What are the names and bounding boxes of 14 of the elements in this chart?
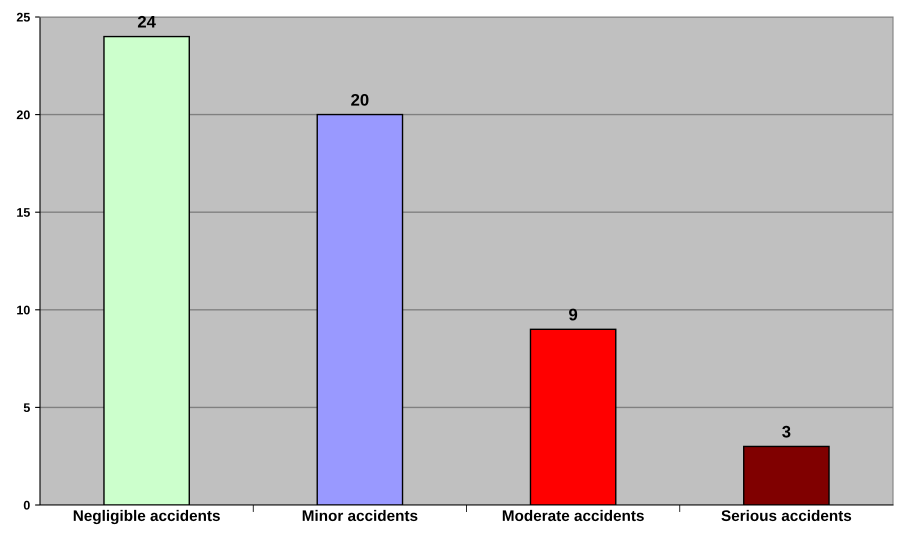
y-tick-label: 5	[24, 403, 30, 412]
data-label: 9	[569, 308, 578, 320]
x-tick-label: Negligible accidents	[74, 510, 220, 524]
data-label: 3	[782, 426, 790, 438]
x-tick-label: Moderate accidents	[502, 510, 644, 522]
y-tick-label: 15	[17, 208, 30, 217]
data-label: 24	[138, 16, 156, 28]
x-tick-label: Serious accidents	[721, 510, 852, 522]
data-label: 20	[351, 94, 368, 106]
y-tick-label: 25	[16, 12, 30, 22]
y-tick-label: 10	[17, 306, 30, 314]
x-tick-label: Minor accidents	[302, 510, 418, 522]
y-tick-label: 20	[16, 110, 30, 120]
y-tick-label: 0	[24, 500, 30, 510]
